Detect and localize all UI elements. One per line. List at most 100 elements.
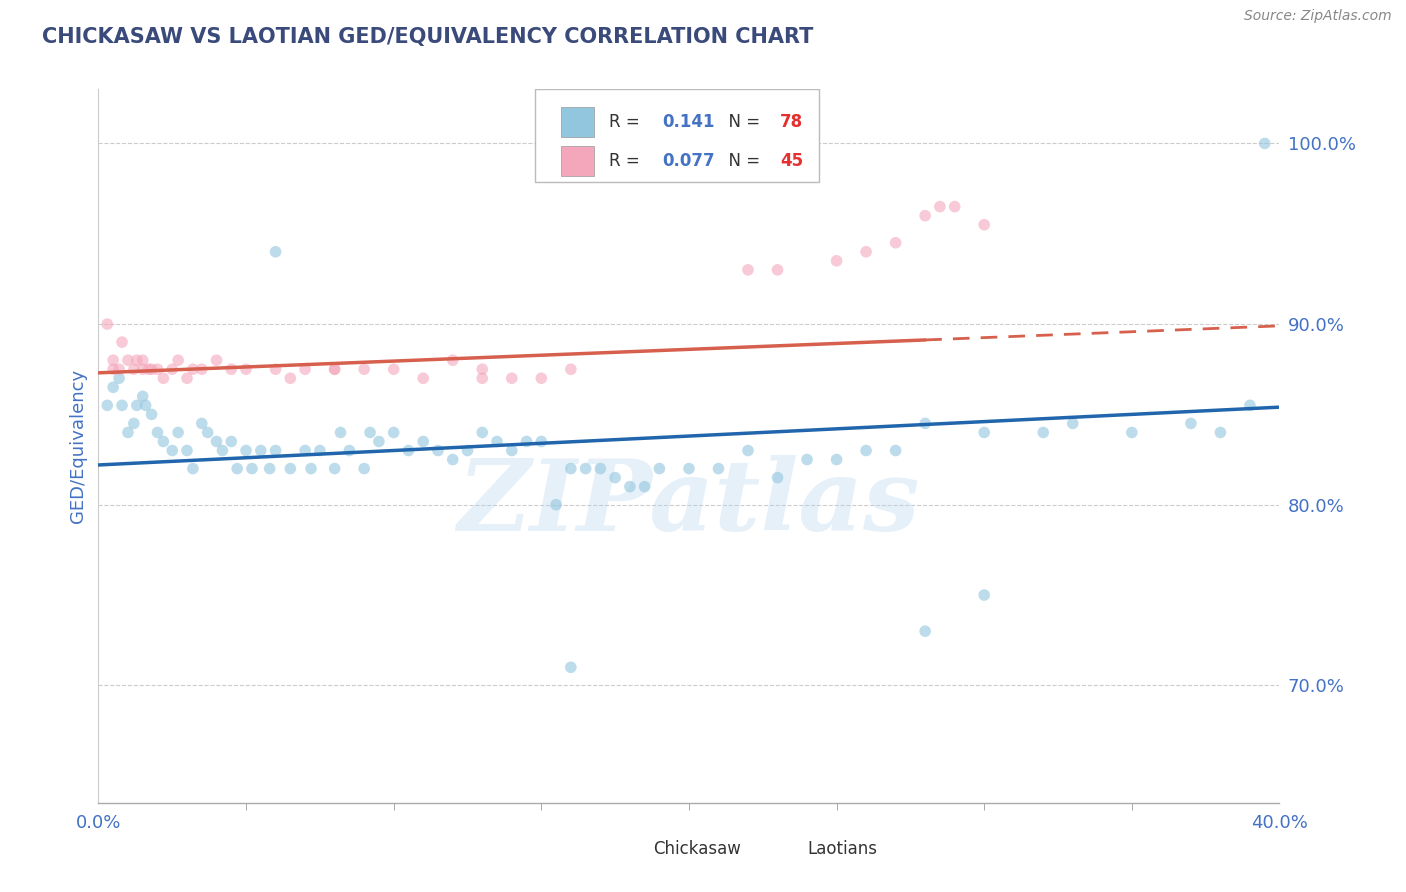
Point xyxy=(1180,417,1202,431)
Text: 0.077: 0.077 xyxy=(662,153,714,170)
Point xyxy=(398,443,420,458)
Point xyxy=(825,452,848,467)
Point xyxy=(516,434,538,449)
Point xyxy=(471,362,494,376)
Point xyxy=(146,362,169,376)
Point xyxy=(323,362,346,376)
Point xyxy=(280,461,302,475)
Text: N =: N = xyxy=(718,153,766,170)
Point xyxy=(309,443,332,458)
Point xyxy=(929,200,952,214)
Point xyxy=(138,362,160,376)
Point xyxy=(167,425,190,440)
Point xyxy=(146,425,169,440)
Point xyxy=(125,398,148,412)
Point xyxy=(132,362,155,376)
Point xyxy=(884,235,907,250)
Point xyxy=(471,425,494,440)
Point xyxy=(111,335,134,350)
Point xyxy=(560,660,582,674)
Text: R =: R = xyxy=(609,153,644,170)
FancyBboxPatch shape xyxy=(561,107,595,136)
Point xyxy=(619,480,641,494)
Point xyxy=(943,200,966,214)
Point xyxy=(96,317,118,331)
Point xyxy=(412,371,434,385)
Point xyxy=(111,398,134,412)
Point xyxy=(471,371,494,385)
Point xyxy=(737,443,759,458)
Point xyxy=(575,461,598,475)
Point xyxy=(122,362,145,376)
Point xyxy=(530,371,553,385)
Point xyxy=(191,417,214,431)
Point xyxy=(132,353,155,368)
Point xyxy=(221,362,243,376)
Point xyxy=(250,443,273,458)
Point xyxy=(323,461,346,475)
FancyBboxPatch shape xyxy=(619,835,644,863)
Point xyxy=(176,443,198,458)
Point xyxy=(141,408,163,422)
Point xyxy=(855,443,877,458)
Text: 0.141: 0.141 xyxy=(662,113,714,131)
Point xyxy=(221,434,243,449)
Point xyxy=(530,434,553,449)
Point xyxy=(973,588,995,602)
Point xyxy=(766,263,789,277)
Point xyxy=(103,380,125,394)
Point xyxy=(176,371,198,385)
Point xyxy=(648,461,671,475)
Point xyxy=(103,362,125,376)
Point xyxy=(1239,398,1261,412)
Point xyxy=(235,362,257,376)
Point xyxy=(240,461,263,475)
Point xyxy=(162,362,183,376)
Point xyxy=(264,244,287,259)
Point xyxy=(412,434,434,449)
Point xyxy=(825,253,848,268)
Point xyxy=(181,362,204,376)
Point xyxy=(264,443,287,458)
Point xyxy=(353,461,375,475)
Point xyxy=(1032,425,1054,440)
Point xyxy=(108,371,131,385)
Point xyxy=(914,624,936,639)
Point xyxy=(205,434,228,449)
Point xyxy=(162,443,183,458)
FancyBboxPatch shape xyxy=(772,835,797,863)
Y-axis label: GED/Equivalency: GED/Equivalency xyxy=(69,369,87,523)
Point xyxy=(634,480,657,494)
Text: 45: 45 xyxy=(780,153,803,170)
Point xyxy=(457,443,479,458)
Point xyxy=(132,389,155,403)
Point xyxy=(973,425,995,440)
Point xyxy=(122,417,145,431)
Point xyxy=(973,218,995,232)
Point xyxy=(103,353,125,368)
Point xyxy=(299,461,322,475)
FancyBboxPatch shape xyxy=(536,89,818,182)
Point xyxy=(766,470,789,484)
Point xyxy=(211,443,233,458)
Point xyxy=(235,443,257,458)
Point xyxy=(560,362,582,376)
Point xyxy=(382,362,405,376)
Point xyxy=(1121,425,1143,440)
Point xyxy=(259,461,281,475)
Point xyxy=(486,434,509,449)
Text: Chickasaw: Chickasaw xyxy=(654,840,741,858)
Point xyxy=(141,362,163,376)
Point xyxy=(108,362,131,376)
Point xyxy=(167,353,190,368)
Point xyxy=(135,398,157,412)
Point xyxy=(152,434,174,449)
Point xyxy=(152,371,174,385)
Point xyxy=(264,362,287,376)
Point xyxy=(1254,136,1277,151)
Point xyxy=(339,443,361,458)
Point xyxy=(884,443,907,458)
Point xyxy=(678,461,700,475)
Point xyxy=(329,425,352,440)
Text: Source: ZipAtlas.com: Source: ZipAtlas.com xyxy=(1244,9,1392,23)
